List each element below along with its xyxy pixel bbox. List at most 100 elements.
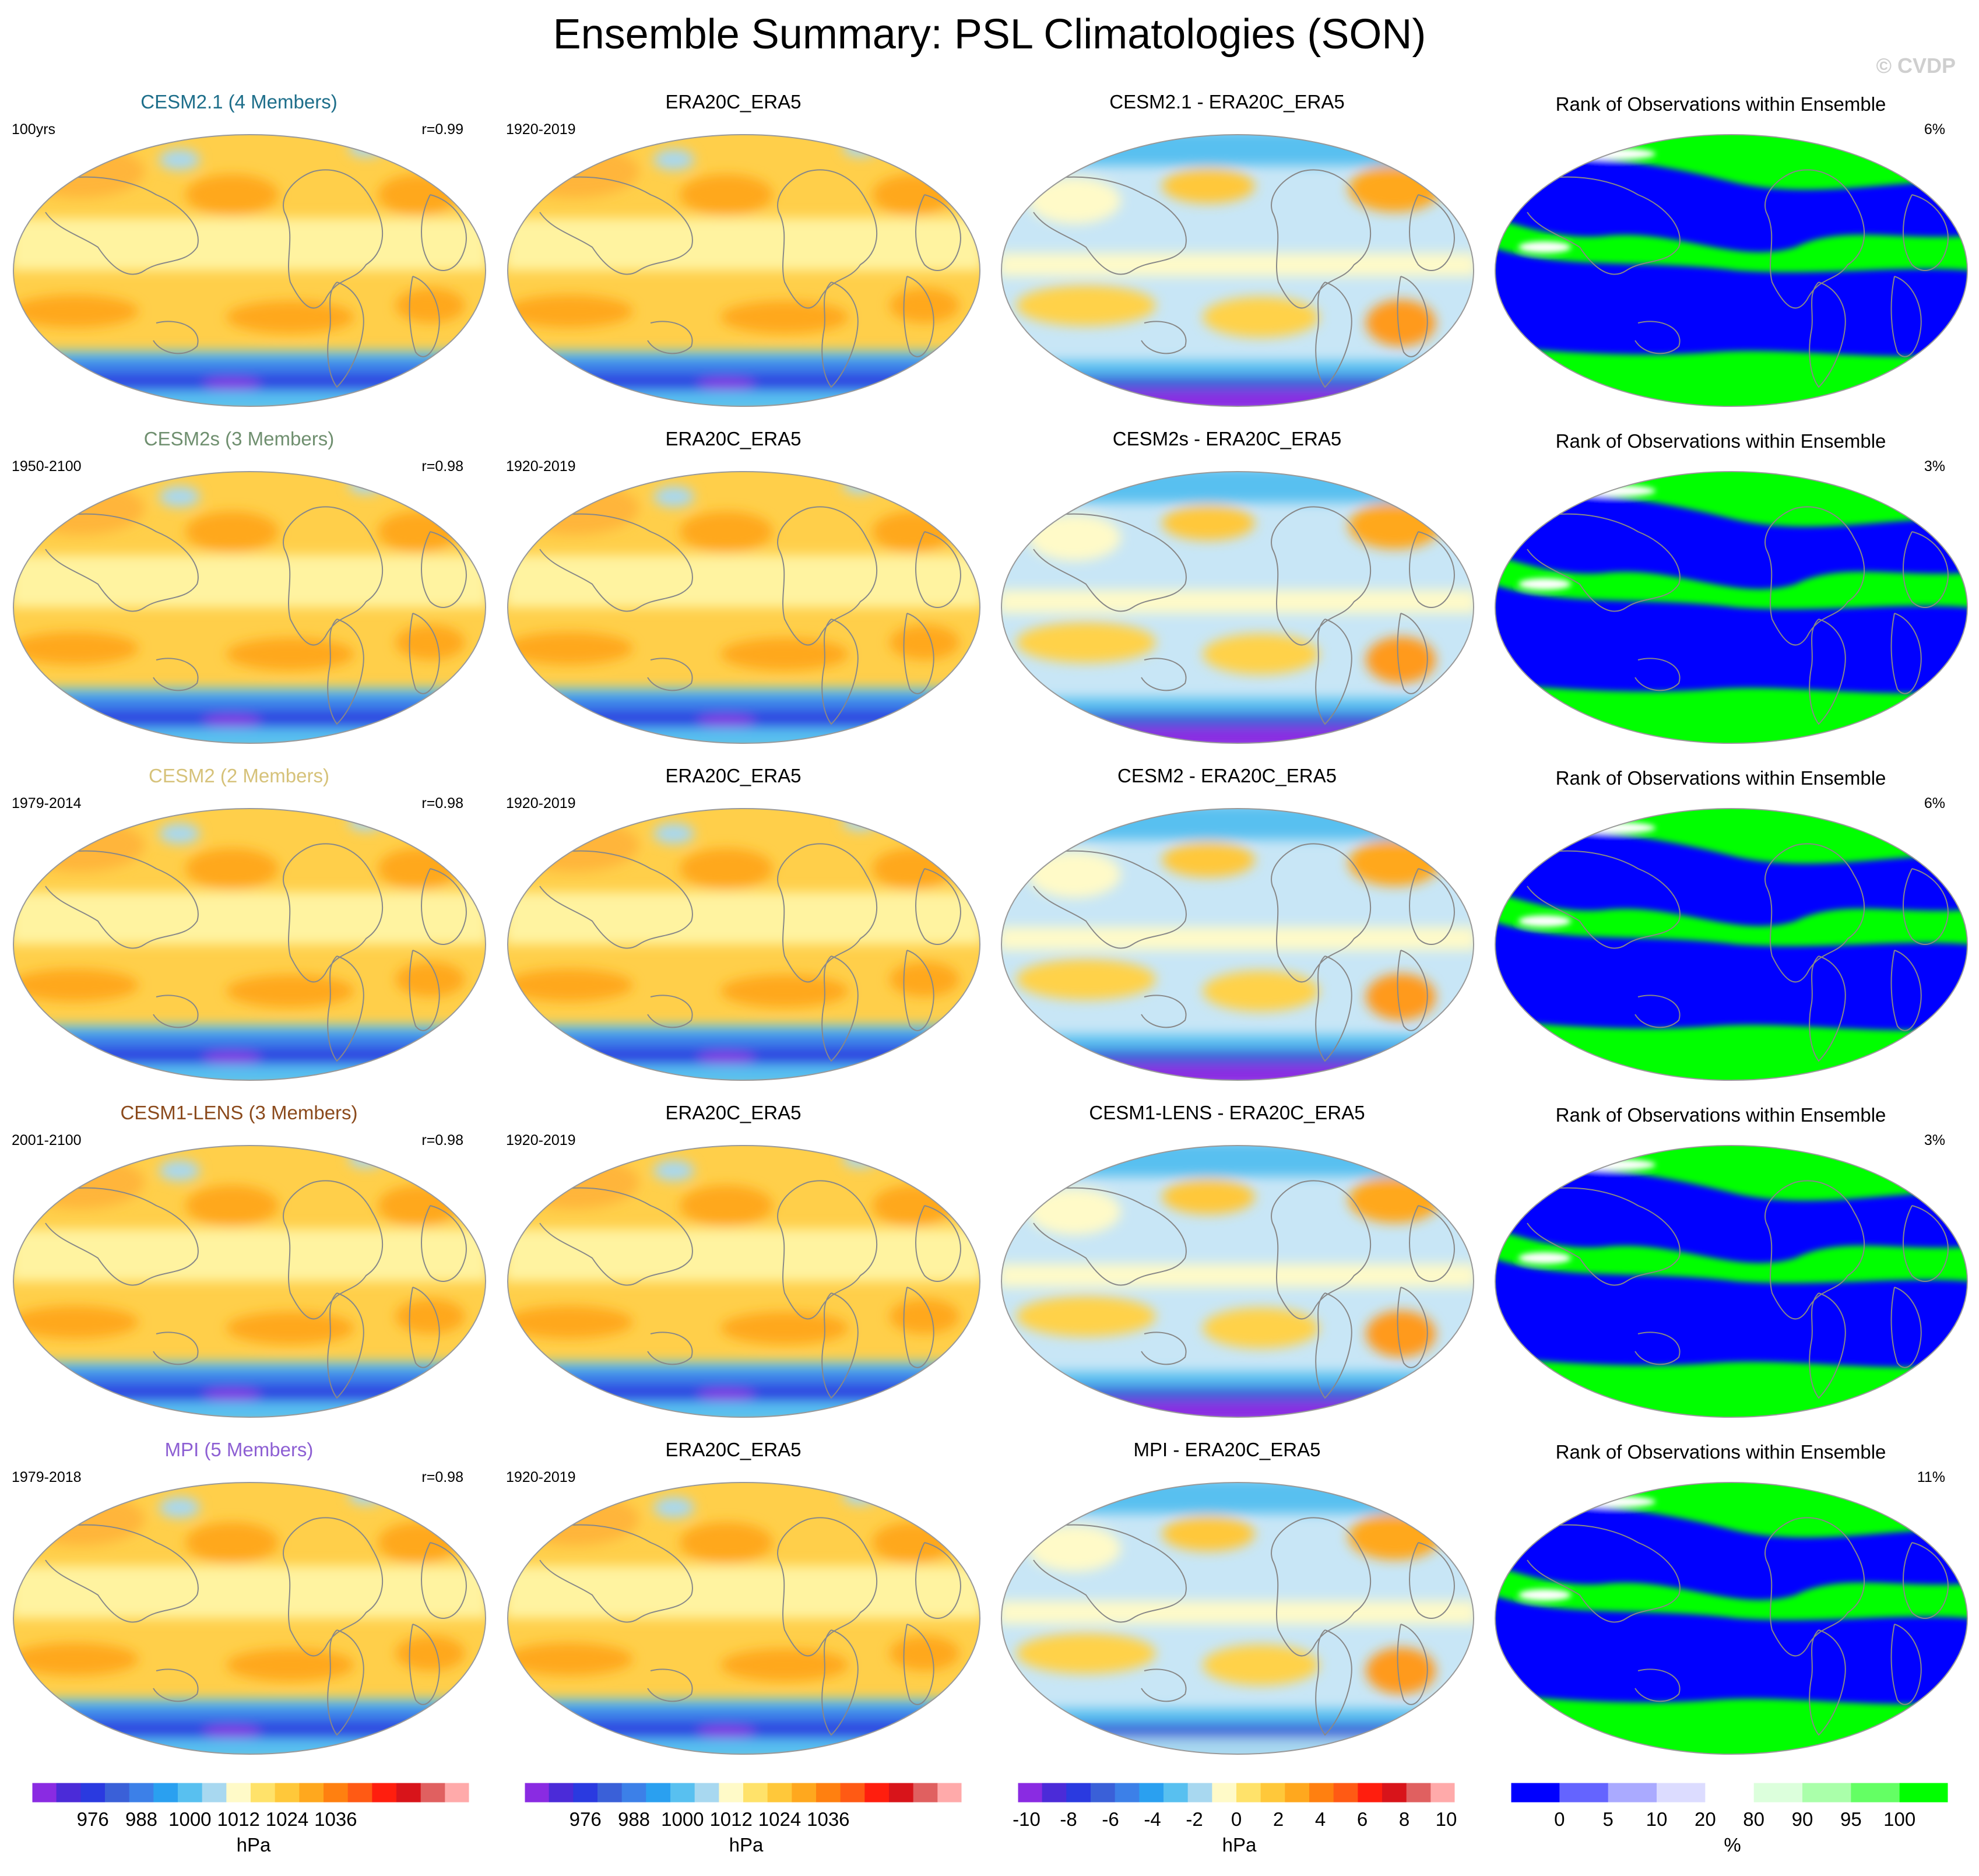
colorbar-tick-label: 20: [1694, 1808, 1716, 1830]
panel-title: ERA20C_ERA5: [665, 1102, 802, 1123]
pattern-correlation: r=0.98: [421, 458, 463, 475]
colorbar-swatch: [525, 1783, 550, 1803]
model-panel: MPI (5 Members) 1979-2018 r=0.98: [0, 1435, 486, 1762]
world-map: [507, 134, 980, 407]
diff-panel: CESM2s - ERA20C_ERA5: [988, 424, 1474, 751]
colorbar-unit: hPa: [729, 1834, 764, 1856]
colorbar-swatch: [1115, 1783, 1140, 1803]
colorbar-unit: hPa: [236, 1834, 271, 1856]
world-map: [507, 1145, 980, 1418]
rank-percentage: 3%: [1924, 1132, 1945, 1148]
colorbar-tick-label: -6: [1102, 1808, 1119, 1830]
colorbar-tick-label: 6: [1356, 1808, 1368, 1830]
colorbar-swatch: [1358, 1783, 1383, 1803]
model-panel: CESM2 (2 Members) 1979-2014 r=0.98: [0, 761, 486, 1088]
colorbar-swatch: [129, 1783, 154, 1803]
colorbar-tick-label: 10: [1646, 1808, 1668, 1830]
colorbar-swatch: [670, 1783, 695, 1803]
colorbar-swatch: [1333, 1783, 1358, 1803]
colorbar-swatch: [153, 1783, 178, 1803]
panel-title: CESM2 (2 Members): [149, 765, 329, 786]
colorbar-tick-label: 8: [1398, 1808, 1410, 1830]
rank-percentage: 11%: [1917, 1469, 1945, 1485]
panel-title: CESM2.1 (4 Members): [140, 91, 338, 113]
colorbar-swatch: [178, 1783, 203, 1803]
colorbar-swatch: [1091, 1783, 1116, 1803]
colorbar-tick-label: 1000: [168, 1808, 212, 1830]
world-map: [13, 1482, 486, 1755]
colorbar-tick-label: 100: [1883, 1808, 1916, 1830]
colorbar-unit: %: [1724, 1834, 1741, 1856]
diff-panel: CESM2.1 - ERA20C_ERA5: [988, 87, 1474, 414]
panel-title: MPI - ERA20C_ERA5: [1133, 1439, 1321, 1460]
colorbar-tick-label: -4: [1144, 1808, 1161, 1830]
world-map: [1495, 1145, 1968, 1418]
colorbar-swatch: [1382, 1783, 1407, 1803]
rank-panel: Rank of Observations within Ensemble 11%: [1482, 1435, 1968, 1762]
colorbar-swatch: [646, 1783, 671, 1803]
colorbar-swatch: [1018, 1783, 1043, 1803]
colorbar-swatch: [80, 1783, 106, 1803]
period-label: 1950-2100: [12, 458, 82, 475]
colorbar-swatch: [1430, 1783, 1456, 1803]
colorbar-swatch: [889, 1783, 914, 1803]
colorbar-swatch: [202, 1783, 227, 1803]
colorbar-swatch: [347, 1783, 372, 1803]
world-map: [1495, 134, 1968, 407]
world-map: [13, 1145, 486, 1418]
colorbar-tick-label: 988: [617, 1808, 651, 1830]
colorbar-tick-labels: -10 -8 -6 -4 -2 0 2 4 6 8 10: [1013, 1808, 1461, 1832]
colorbar-swatch: [1899, 1783, 1949, 1803]
world-map: [1001, 1482, 1474, 1755]
colorbar-tick-label: 976: [76, 1808, 109, 1830]
colorbar-swatch: [937, 1783, 962, 1803]
colorbar-swatch: [1285, 1783, 1310, 1803]
colorbar-tick-label: 4: [1314, 1808, 1326, 1830]
colorbar-tick-label: 1012: [709, 1808, 753, 1830]
panel-title: Rank of Observations within Ensemble: [1555, 430, 1886, 452]
colorbar-swatch: [694, 1783, 719, 1803]
obs-panel: ERA20C_ERA5 1920-2019: [494, 1098, 980, 1425]
colorbar-swatch: [1608, 1783, 1657, 1803]
colorbar-tick-label: 1000: [661, 1808, 704, 1830]
colorbar-swatch: [299, 1783, 324, 1803]
colorbar-swatch: [913, 1783, 938, 1803]
colorbar-swatch: [549, 1783, 574, 1803]
colorbar-tick-label: 1012: [217, 1808, 260, 1830]
world-map: [13, 471, 486, 744]
colorbar-rank: 0 5 10 20 80 90 95 100%: [1511, 1783, 1954, 1876]
period-label: 1920-2019: [506, 458, 576, 475]
period-label: 2001-2100: [12, 1132, 82, 1148]
panel-title: ERA20C_ERA5: [665, 765, 802, 786]
colorbar-swatch: [226, 1783, 251, 1803]
obs-panel: ERA20C_ERA5 1920-2019: [494, 1435, 980, 1762]
colorbar-swatch: [32, 1783, 57, 1803]
panel-title: CESM1-LENS (3 Members): [120, 1102, 358, 1123]
colorbar-swatch: [840, 1783, 865, 1803]
colorbar-tick-label: 1024: [758, 1808, 802, 1830]
panel-title: MPI (5 Members): [164, 1439, 314, 1460]
colorbar-swatch: [1066, 1783, 1091, 1803]
colorbar-tick-label: -2: [1186, 1808, 1203, 1830]
colorbar-tick-label: 5: [1602, 1808, 1614, 1830]
colorbar-swatch: [1042, 1783, 1067, 1803]
colorbar-swatch: [816, 1783, 841, 1803]
colorbar-swatch: [105, 1783, 130, 1803]
colorbar-tick-label: 80: [1743, 1808, 1765, 1830]
period-label: 1920-2019: [506, 1132, 576, 1148]
colorbar-swatch: [396, 1783, 421, 1803]
colorbar-swatch: [275, 1783, 300, 1803]
colorbar-tick-labels: 0 5 10 20 80 90 95 100: [1511, 1808, 1954, 1832]
colorbar-swatch: [1802, 1783, 1851, 1803]
rank-panel: Rank of Observations within Ensemble 3%: [1482, 424, 1968, 751]
world-map: [1001, 471, 1474, 744]
colorbar-swatch: [1164, 1783, 1189, 1803]
pattern-correlation: r=0.99: [421, 121, 463, 138]
rank-percentage: 6%: [1924, 795, 1945, 811]
colorbar-swatch: [1260, 1783, 1285, 1803]
diff-panel: CESM1-LENS - ERA20C_ERA5: [988, 1098, 1474, 1425]
colorbar-swatch: [1753, 1783, 1803, 1803]
rank-panel: Rank of Observations within Ensemble 6%: [1482, 87, 1968, 414]
colorbar-swatch: [445, 1783, 470, 1803]
panel-title: Rank of Observations within Ensemble: [1555, 93, 1886, 115]
